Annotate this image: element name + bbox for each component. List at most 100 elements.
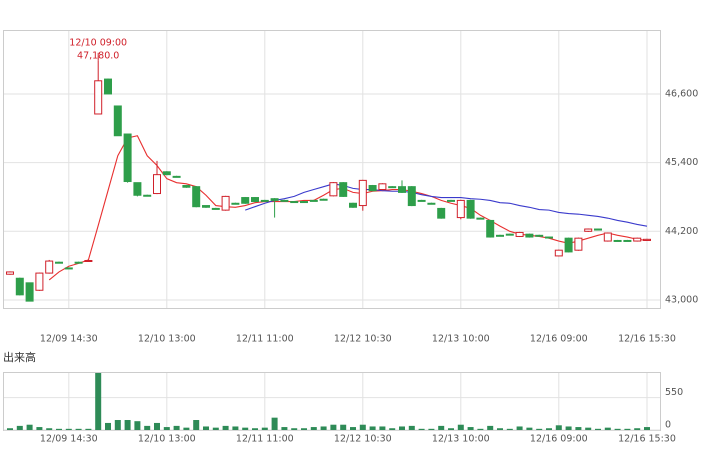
candle-body [182, 185, 191, 188]
volume-bar [310, 427, 317, 430]
volume-bar [399, 426, 405, 430]
volume-bar [536, 428, 543, 430]
volume-bar [212, 427, 219, 430]
candle-body [192, 186, 201, 208]
x-tick-label: 12/11 11:00 [236, 434, 294, 445]
x-tick-label: 12/11 11:00 [236, 334, 294, 345]
candle-body [280, 199, 289, 202]
candle-body [309, 199, 318, 202]
candle-body [270, 198, 279, 201]
candle-body [584, 228, 593, 232]
ma-line [48, 135, 648, 281]
candle-body [623, 239, 632, 242]
volume-bar [546, 428, 552, 430]
volume-bar [428, 428, 435, 430]
x-tick-label: 12/16 15:30 [618, 434, 676, 445]
volume-bar [516, 426, 523, 430]
candle-body [260, 199, 269, 202]
candle-body [358, 179, 367, 207]
volume-bar [75, 428, 82, 430]
volume-bar [95, 373, 102, 430]
volume-bar [193, 420, 200, 430]
candle-body [398, 186, 406, 193]
y-tick-label: 45,400 [665, 157, 698, 168]
volume-bar [565, 426, 572, 430]
candle-body [241, 197, 250, 204]
volume-bar [281, 427, 288, 430]
x-tick-label: 12/12 10:30 [334, 334, 392, 345]
volume-bar [575, 427, 582, 430]
volume-bar [595, 428, 601, 430]
candle-body [84, 259, 93, 262]
candle-body [378, 183, 387, 191]
y-tick-label: 46,600 [665, 88, 698, 99]
x-tick-label: 12/13 10:00 [432, 334, 490, 345]
candle-body [427, 202, 436, 205]
x-tick-label: 12/10 13:00 [138, 434, 196, 445]
candle-body [94, 80, 103, 115]
volume-bar [144, 425, 151, 430]
x-tick-label: 12/09 14:30 [40, 334, 98, 345]
candle-body [319, 198, 328, 201]
candle-body [496, 234, 504, 237]
candle-body [643, 238, 651, 241]
volume-bar [340, 424, 347, 430]
x-tick-label: 12/12 10:30 [334, 434, 392, 445]
volume-bar [173, 425, 180, 430]
y-tick-label: 43,000 [665, 294, 698, 305]
volume-bar [438, 425, 445, 430]
y-tick-label: 44,200 [665, 226, 698, 237]
candle-body [545, 236, 553, 239]
volume-bar [105, 422, 111, 430]
x-tick-label: 12/10 13:00 [138, 334, 196, 345]
volume-bar [477, 428, 484, 430]
candle-body [388, 186, 397, 189]
candle-body [603, 232, 612, 242]
candle-body [25, 282, 34, 302]
candle-body [456, 199, 465, 219]
volume-bar [85, 428, 92, 430]
candle-body [525, 233, 534, 238]
candle-body [594, 228, 602, 231]
volume-tick-label: 550 [665, 387, 683, 398]
volume-bar [604, 427, 611, 430]
volume-panel [3, 372, 661, 431]
candle-body [407, 186, 416, 207]
candle-body [515, 231, 524, 237]
candle-body [202, 205, 210, 208]
x-tick-label: 12/16 15:30 [618, 334, 676, 345]
volume-bar [7, 428, 13, 430]
volume-bar [555, 425, 562, 430]
candle-body [476, 217, 485, 220]
candle-body [466, 199, 475, 219]
volume-bar [114, 420, 121, 430]
volume-bar [291, 428, 298, 430]
annotation-time: 12/10 09:00 [69, 38, 127, 49]
volume-title: 出来高 [3, 350, 36, 364]
volume-bar [369, 426, 376, 430]
volume-bar [634, 428, 641, 430]
candle-body [55, 261, 63, 264]
volume-bar [408, 425, 415, 430]
candle-body [613, 239, 622, 242]
volume-bar [624, 428, 631, 430]
candle-body [486, 219, 495, 238]
candle-body [437, 207, 446, 219]
candle-body [153, 174, 161, 195]
volume-bar [418, 428, 425, 430]
volume-bar [644, 427, 650, 430]
volume-bar [320, 426, 327, 430]
candle-body [104, 78, 112, 95]
x-tick-label: 12/16 09:00 [530, 334, 588, 345]
volume-bar [242, 427, 249, 430]
candle-body [554, 249, 563, 257]
candle-body [574, 237, 583, 251]
candle-body [339, 182, 348, 197]
volume-bar [526, 427, 533, 430]
candle-body [251, 197, 259, 203]
candle-body [64, 267, 73, 270]
volume-bar [232, 426, 239, 430]
volume-bar [389, 428, 396, 430]
x-tick-label: 12/16 09:00 [530, 434, 588, 445]
